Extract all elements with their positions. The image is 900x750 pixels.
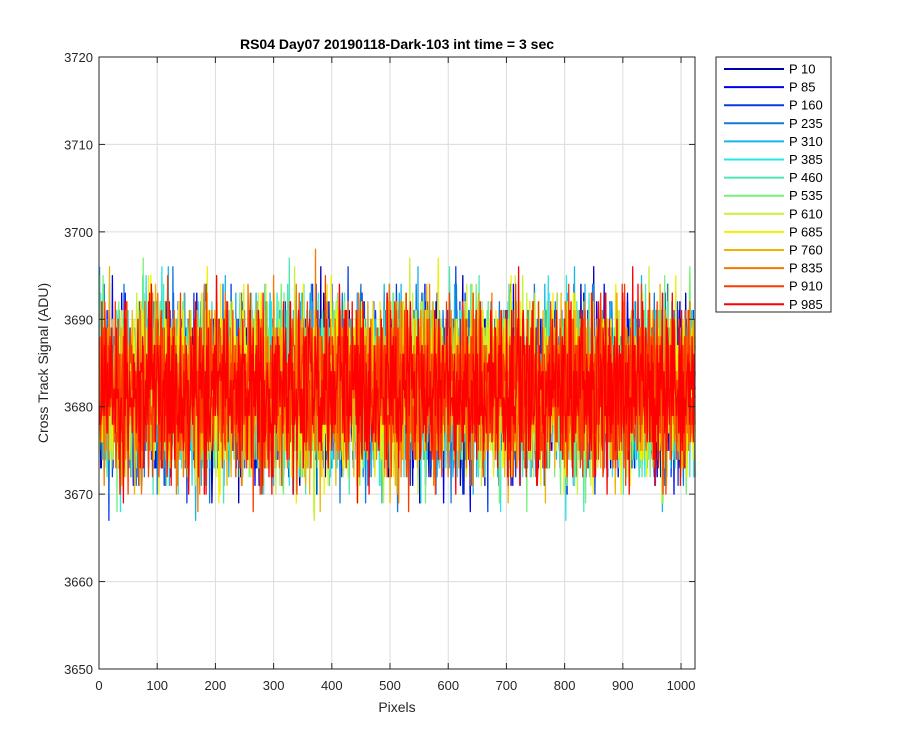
legend-label: P 610 — [789, 206, 823, 221]
legend-label: P 685 — [789, 224, 823, 239]
legend-label: P 460 — [789, 170, 823, 185]
y-tick-label: 3720 — [64, 50, 93, 65]
legend-label: P 235 — [789, 116, 823, 131]
legend-label: P 835 — [789, 261, 823, 276]
x-axis-label: Pixels — [378, 699, 415, 715]
y-tick-label: 3690 — [64, 312, 93, 327]
legend-label: P 910 — [789, 279, 823, 294]
y-axis-ticks: 3650 3660 3670 3680 3690 3700 3710 3720 — [64, 50, 695, 677]
y-tick-label: 3710 — [64, 137, 93, 152]
legend-box — [715, 56, 832, 313]
x-axis-ticks: 0 100 200 300 400 500 600 700 800 900 1000 — [95, 57, 695, 693]
plot-frame — [98, 56, 696, 670]
y-axis-label: Cross Track Signal (ADU) — [35, 283, 51, 443]
x-tick-label: 600 — [437, 678, 459, 693]
x-tick-label: 800 — [554, 678, 576, 693]
series-lines — [98, 248, 696, 522]
y-tick-label: 3660 — [64, 575, 93, 590]
x-tick-label: 100 — [146, 678, 168, 693]
x-tick-label: 400 — [321, 678, 343, 693]
legend-label: P 160 — [789, 98, 823, 113]
y-tick-label: 3700 — [64, 225, 93, 240]
x-tick-label: 700 — [496, 678, 518, 693]
legend-label: P 535 — [789, 188, 823, 203]
legend-label: P 10 — [789, 62, 816, 77]
legend-label: P 310 — [789, 134, 823, 149]
y-tick-label: 3680 — [64, 400, 93, 415]
legend: P 10 P 85 P 160 P 235 P 310 P 385 P 460 P 535 P … — [715, 56, 832, 313]
x-tick-label: 1000 — [667, 678, 696, 693]
x-tick-label: 500 — [379, 678, 401, 693]
legend-label: P 385 — [789, 152, 823, 167]
legend-label: P 85 — [789, 80, 816, 95]
legend-label: P 985 — [789, 297, 823, 312]
y-tick-label: 3650 — [64, 662, 93, 677]
x-tick-label: 900 — [612, 678, 634, 693]
series-line-p985 — [98, 266, 696, 504]
x-tick-label: 0 — [95, 678, 102, 693]
x-tick-label: 200 — [205, 678, 227, 693]
y-tick-label: 3670 — [64, 487, 93, 502]
chart-title: RS04 Day07 20190118-Dark-103 int time = … — [240, 36, 554, 52]
legend-label: P 760 — [789, 243, 823, 258]
x-tick-label: 300 — [263, 678, 285, 693]
